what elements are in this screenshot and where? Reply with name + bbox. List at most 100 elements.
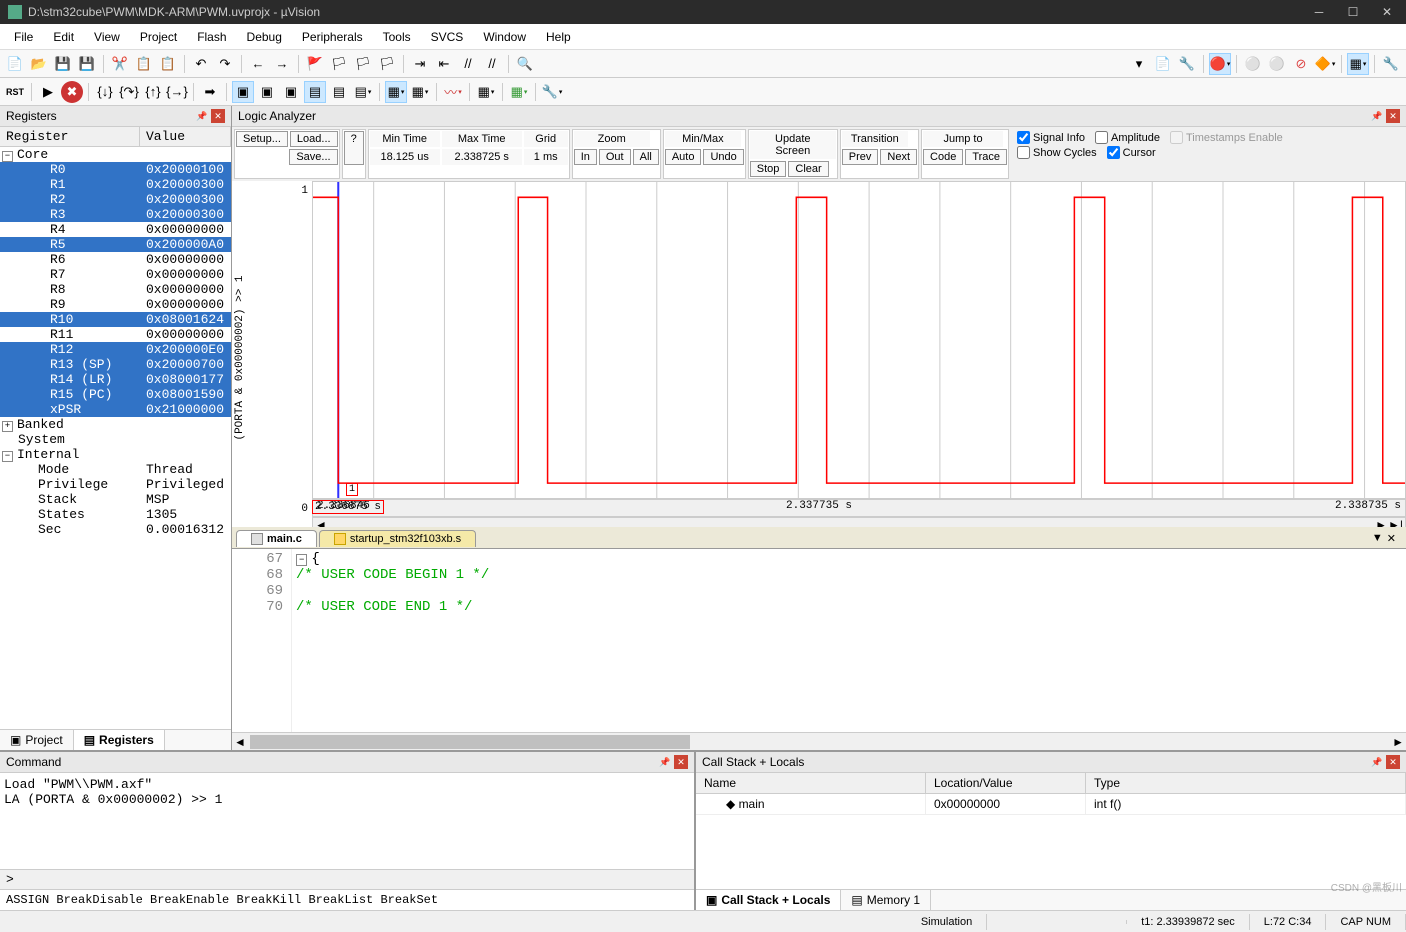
callstack-row[interactable]: ◆ main 0x00000000 int f() xyxy=(696,794,1406,815)
breakpoint-enable-icon[interactable]: ⚪ xyxy=(1266,53,1288,75)
reg-group-banked[interactable]: +Banked xyxy=(0,417,231,432)
cursor-check[interactable]: Cursor xyxy=(1107,146,1156,159)
cut-icon[interactable]: ✂️ xyxy=(109,53,131,75)
help-button[interactable]: ? xyxy=(344,131,364,165)
tool-icon-2[interactable]: 🔧 xyxy=(1176,53,1198,75)
run-icon[interactable]: ▶ xyxy=(37,81,59,103)
command-window-icon[interactable]: ▣ xyxy=(232,81,254,103)
clear-button[interactable]: Clear xyxy=(788,161,828,177)
timestamps-check[interactable]: Timestamps Enable xyxy=(1170,131,1283,144)
dropdown-icon[interactable]: ▾ xyxy=(1128,53,1150,75)
undo-icon[interactable]: ↶ xyxy=(190,53,212,75)
copy-icon[interactable]: 📋 xyxy=(133,53,155,75)
minimize-button[interactable]: ─ xyxy=(1308,5,1330,19)
find-icon[interactable]: 🔍 xyxy=(514,53,536,75)
pin-icon[interactable]: 📌 xyxy=(658,755,672,769)
memory-icon[interactable]: ▦▾ xyxy=(385,81,407,103)
registers-grid[interactable]: Register Value −Core R00x20000100R10x200… xyxy=(0,127,231,729)
tab-callstack[interactable]: ▣Call Stack + Locals xyxy=(696,890,841,910)
register-row[interactable]: R80x00000000 xyxy=(0,282,231,297)
signal-info-check[interactable]: Signal Info xyxy=(1017,131,1085,144)
menu-file[interactable]: File xyxy=(4,27,43,47)
system-viewer-icon[interactable]: ▦▾ xyxy=(508,81,530,103)
menu-flash[interactable]: Flash xyxy=(187,27,236,47)
register-row[interactable]: R50x200000A0 xyxy=(0,237,231,252)
serial-icon[interactable]: ▦▾ xyxy=(409,81,431,103)
indent-icon[interactable]: ⇥ xyxy=(409,53,431,75)
tab-project[interactable]: ▣Project xyxy=(0,730,74,750)
close-button[interactable]: ✕ xyxy=(1376,5,1398,19)
show-cycles-check[interactable]: Show Cycles xyxy=(1017,146,1097,159)
register-row[interactable]: R14 (LR)0x08000177 xyxy=(0,372,231,387)
save-all-icon[interactable]: 💾 xyxy=(76,53,98,75)
run-to-cursor-icon[interactable]: {→} xyxy=(166,81,188,103)
register-internal-row[interactable]: StackMSP xyxy=(0,492,231,507)
pin-icon[interactable]: 📌 xyxy=(1370,755,1384,769)
editor-scrollbar[interactable]: ◄ ► xyxy=(232,732,1406,750)
register-internal-row[interactable]: Sec0.00016312 xyxy=(0,522,231,537)
menu-project[interactable]: Project xyxy=(130,27,187,47)
register-row[interactable]: R90x00000000 xyxy=(0,297,231,312)
uncomment-icon[interactable]: // xyxy=(481,53,503,75)
command-input[interactable]: > xyxy=(0,869,694,889)
step-over-icon[interactable]: {↷} xyxy=(118,81,140,103)
register-row[interactable]: R40x00000000 xyxy=(0,222,231,237)
menu-svcs[interactable]: SVCS xyxy=(421,27,474,47)
logic-display[interactable]: (PORTA & 0x00000002) >> 1 1 0 1 2.336846… xyxy=(232,181,1406,535)
tool-icon-1[interactable]: 📄 xyxy=(1152,53,1174,75)
registers-window-icon[interactable]: ▤ xyxy=(304,81,326,103)
reset-icon[interactable]: RST xyxy=(4,81,26,103)
paste-icon[interactable]: 📋 xyxy=(157,53,179,75)
menu-window[interactable]: Window xyxy=(473,27,536,47)
register-row[interactable]: R10x20000300 xyxy=(0,177,231,192)
callstack-icon[interactable]: ▤ xyxy=(328,81,350,103)
register-row[interactable]: R15 (PC)0x08001590 xyxy=(0,387,231,402)
register-internal-row[interactable]: ModeThread xyxy=(0,462,231,477)
register-row[interactable]: R20x20000300 xyxy=(0,192,231,207)
reg-group-internal[interactable]: −Internal xyxy=(0,447,231,462)
trace-button[interactable]: Trace xyxy=(965,149,1007,165)
new-icon[interactable]: 📄 xyxy=(4,53,26,75)
editor-tab-startup[interactable]: startup_stm32f103xb.s xyxy=(319,530,476,547)
bookmark-clear-icon[interactable]: 🏳 xyxy=(376,53,398,75)
nav-back-icon[interactable]: ← xyxy=(247,53,269,75)
register-row[interactable]: R60x00000000 xyxy=(0,252,231,267)
reg-group-system[interactable]: System xyxy=(0,432,231,447)
zoom-out-button[interactable]: Out xyxy=(599,149,631,165)
bookmark-next-icon[interactable]: 🏳 xyxy=(352,53,374,75)
outdent-icon[interactable]: ⇤ xyxy=(433,53,455,75)
symbols-icon[interactable]: ▣ xyxy=(280,81,302,103)
close-panel-icon[interactable]: ✕ xyxy=(211,109,225,123)
callstack-grid[interactable]: Name Location/Value Type ◆ main 0x000000… xyxy=(696,773,1406,889)
bookmark-icon[interactable]: 🚩 xyxy=(304,53,326,75)
save-button[interactable]: Save... xyxy=(289,149,337,165)
zoom-in-button[interactable]: In xyxy=(574,149,597,165)
save-icon[interactable]: 💾 xyxy=(52,53,74,75)
step-in-icon[interactable]: {↓} xyxy=(94,81,116,103)
configure-icon[interactable]: 🔧 xyxy=(1380,53,1402,75)
nav-fwd-icon[interactable]: → xyxy=(271,53,293,75)
setup-button[interactable]: Setup... xyxy=(236,131,288,147)
menu-tools[interactable]: Tools xyxy=(373,27,421,47)
register-row[interactable]: R30x20000300 xyxy=(0,207,231,222)
breakpoint-insert-icon[interactable]: ⚪ xyxy=(1242,53,1264,75)
tab-memory[interactable]: ▤Memory 1 xyxy=(841,890,931,910)
logic-chart[interactable]: 1 xyxy=(312,181,1406,499)
next-button[interactable]: Next xyxy=(880,149,917,165)
redo-icon[interactable]: ↷ xyxy=(214,53,236,75)
menu-view[interactable]: View xyxy=(84,27,130,47)
register-row[interactable]: R00x20000100 xyxy=(0,162,231,177)
zoom-all-button[interactable]: All xyxy=(633,149,659,165)
tab-menu-icon[interactable]: ▼ xyxy=(1372,532,1383,545)
stop-button[interactable]: Stop xyxy=(750,161,787,177)
register-internal-row[interactable]: States1305 xyxy=(0,507,231,522)
watch-icon[interactable]: ▤▾ xyxy=(352,81,374,103)
stop-icon[interactable]: ✖ xyxy=(61,81,83,103)
tab-registers[interactable]: ▤Registers xyxy=(74,730,165,750)
auto-button[interactable]: Auto xyxy=(665,149,702,165)
register-row[interactable]: xPSR0x21000000 xyxy=(0,402,231,417)
breakpoint-kill-icon[interactable]: 🔶▾ xyxy=(1314,53,1336,75)
open-icon[interactable]: 📂 xyxy=(28,53,50,75)
toolbox-icon[interactable]: 🔧▾ xyxy=(541,81,563,103)
undo-button[interactable]: Undo xyxy=(703,149,743,165)
